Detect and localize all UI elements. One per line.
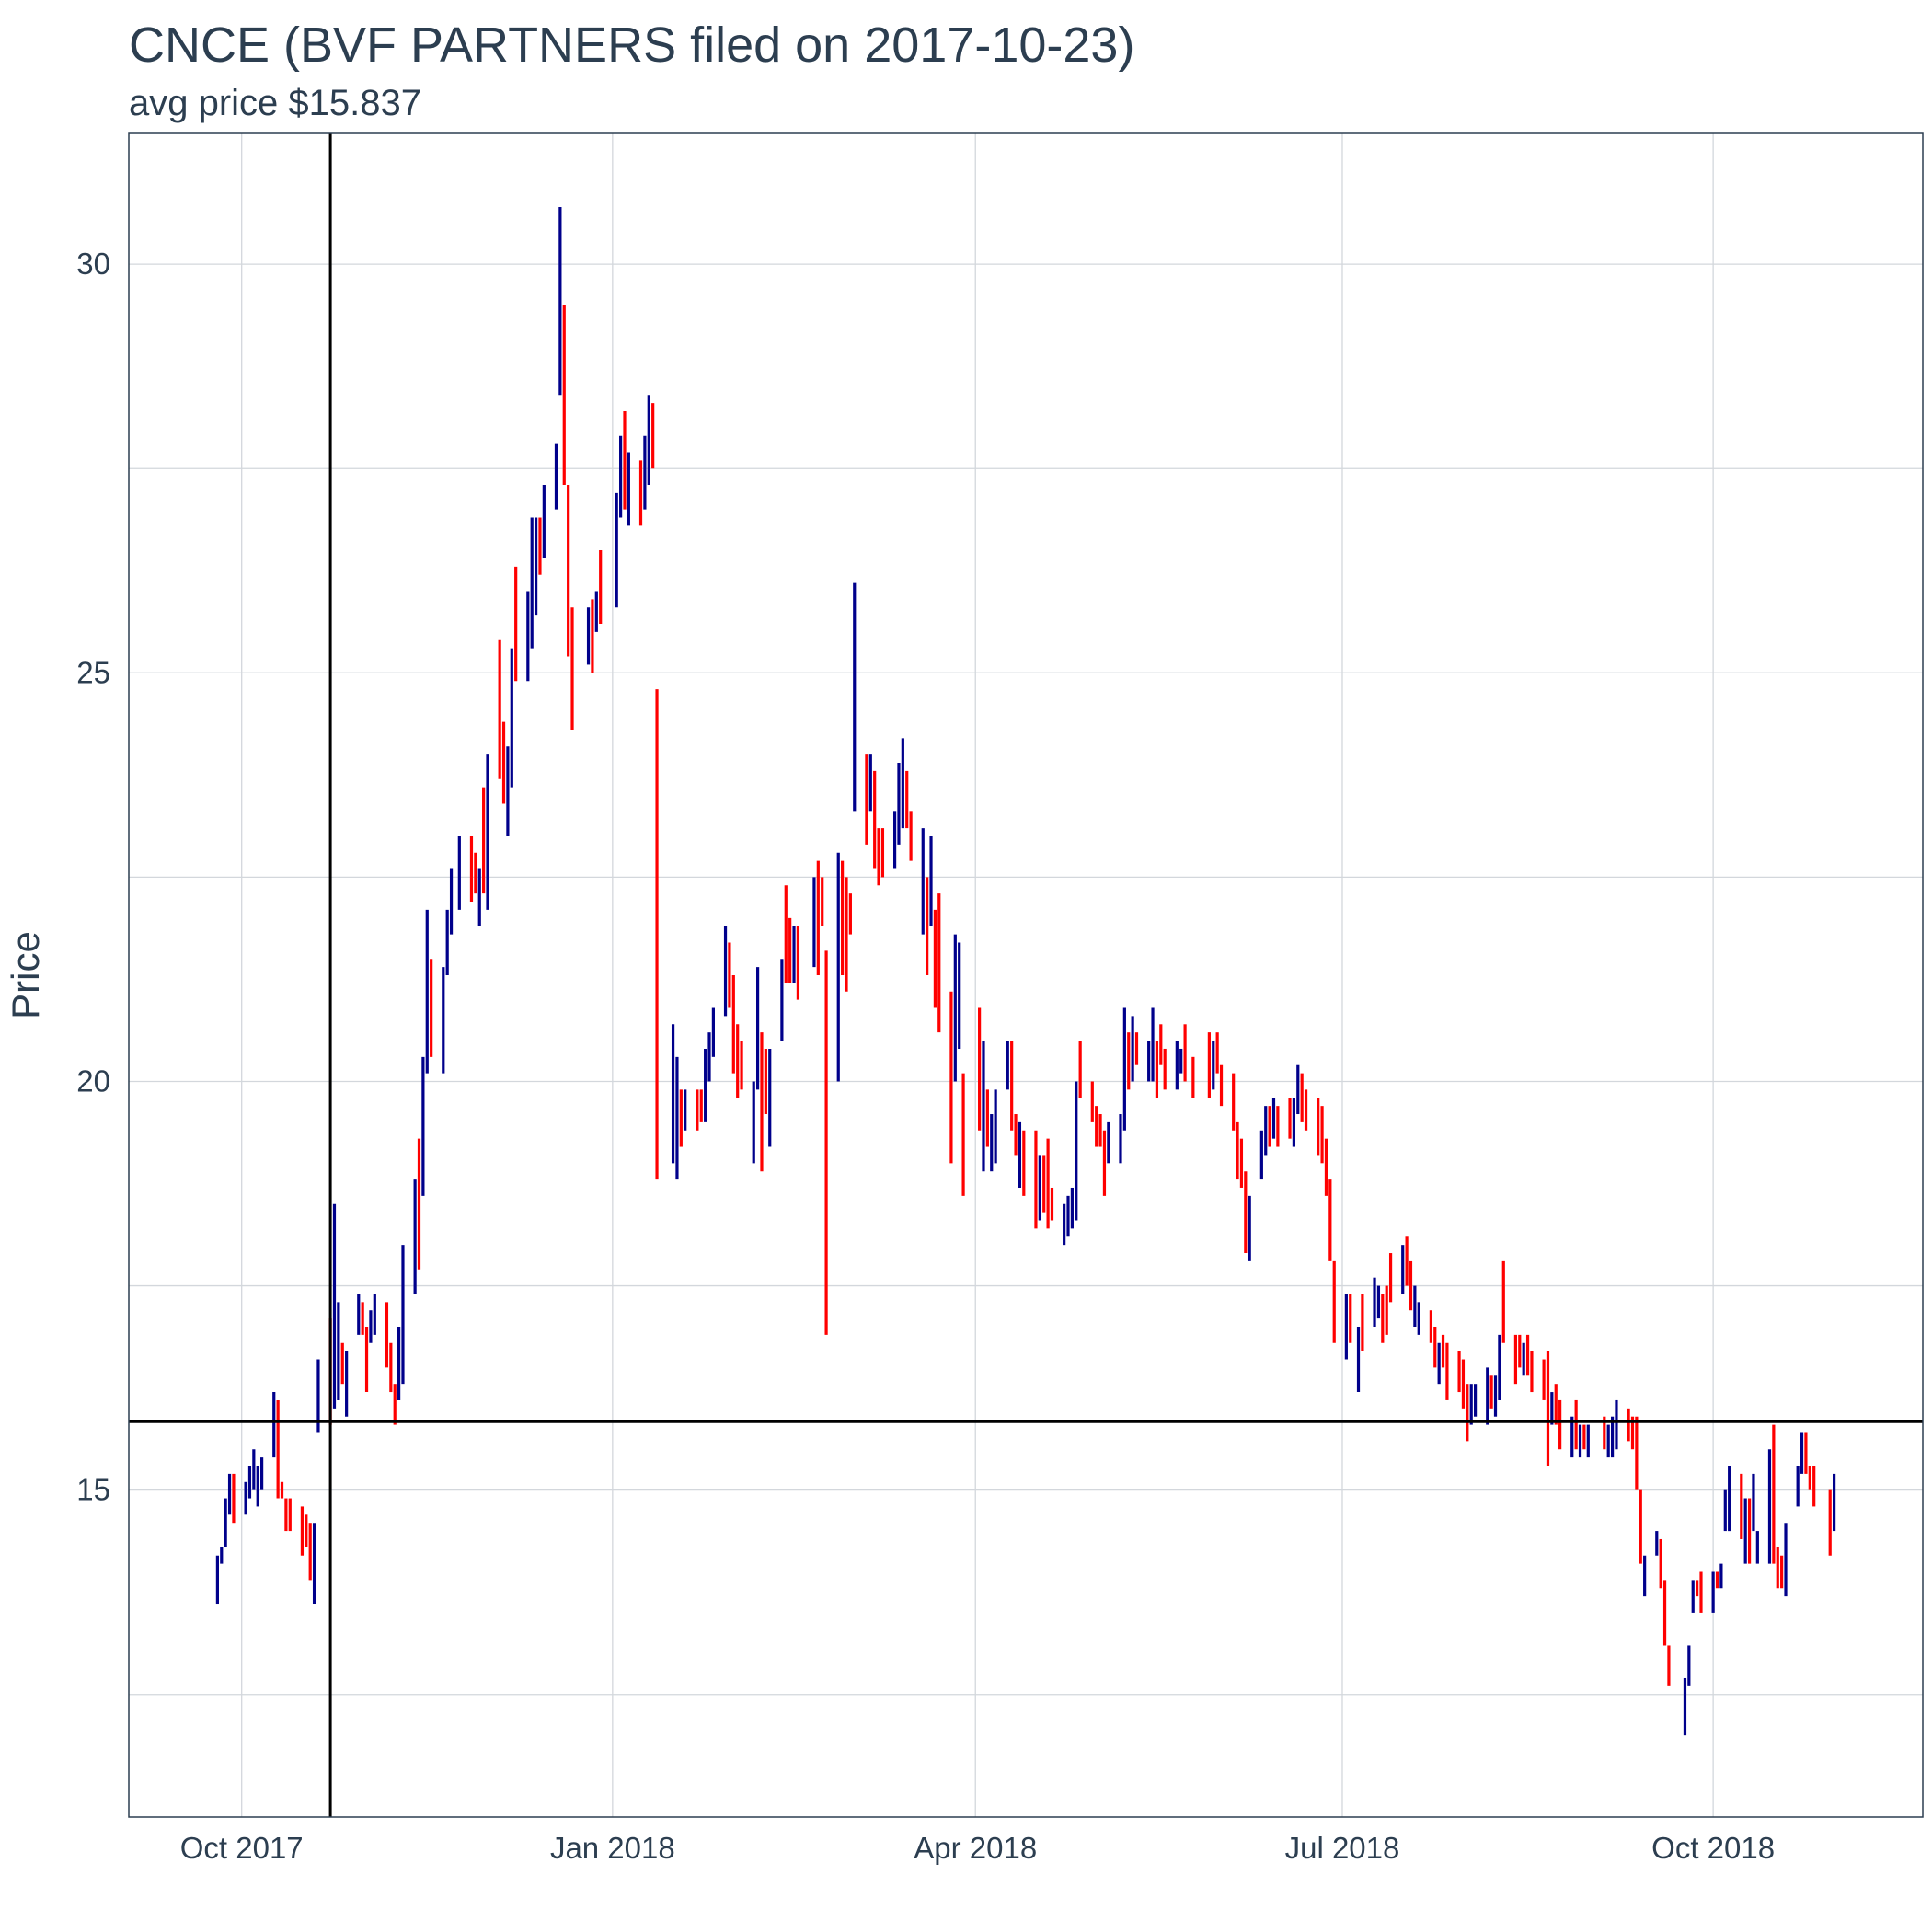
- y-axis-title: Price: [4, 931, 47, 1019]
- y-tick-label: 30: [76, 247, 110, 281]
- y-tick-label: 25: [76, 655, 110, 689]
- x-tick-label: Oct 2018: [1651, 1831, 1775, 1865]
- y-axis-ticks: 15 20 25 30: [76, 247, 110, 1507]
- x-tick-label: Jul 2018: [1285, 1831, 1400, 1865]
- x-tick-label: Oct 2017: [180, 1831, 304, 1865]
- chart-title: CNCE (BVF PARTNERS filed on 2017-10-23): [129, 17, 1135, 73]
- grid-lines: [129, 133, 1923, 1817]
- y-tick-label: 20: [76, 1064, 110, 1098]
- x-axis-ticks: Oct 2017 Jan 2018 Apr 2018 Jul 2018 Oct 2018: [180, 1831, 1775, 1865]
- y-tick-label: 15: [76, 1473, 110, 1507]
- plot-panel-border: [128, 132, 1924, 1818]
- chart-subtitle: avg price $15.837: [129, 83, 422, 123]
- price-bars: [215, 206, 1836, 1736]
- x-tick-label: Apr 2018: [914, 1831, 1037, 1865]
- x-tick-label: Jan 2018: [550, 1831, 675, 1865]
- reference-lines: [129, 133, 1923, 1817]
